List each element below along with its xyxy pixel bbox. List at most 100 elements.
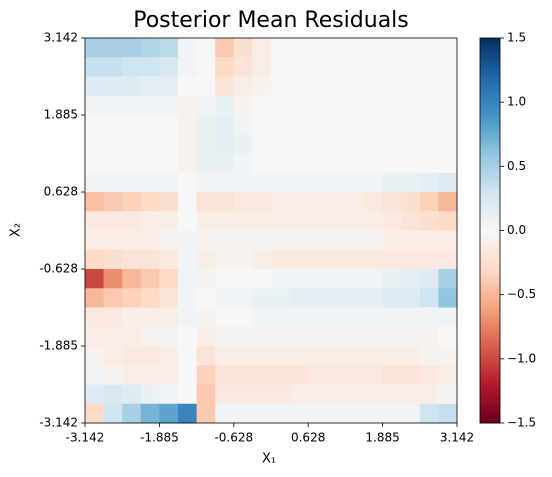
heatmap-cell: [326, 38, 346, 58]
heatmap-cell: [382, 249, 402, 270]
heatmap-cell: [178, 76, 198, 97]
heatmap-cell: [419, 211, 439, 231]
colorbar-segment: [480, 365, 500, 369]
y-axis-label: X₂: [9, 223, 24, 237]
heatmap-cell: [159, 115, 179, 135]
heatmap-cell: [122, 95, 142, 116]
heatmap-cell: [308, 57, 328, 77]
heatmap-cell: [215, 288, 235, 308]
heatmap-cell: [103, 95, 123, 116]
heatmap-cell: [215, 172, 235, 193]
colorbar-segment: [480, 256, 500, 260]
heatmap-cell: [159, 403, 179, 424]
x-tick-label: -0.628: [214, 431, 253, 445]
heatmap-cell: [345, 365, 365, 385]
colorbar-segment: [480, 156, 500, 161]
heatmap-cell: [419, 288, 439, 308]
colorbar-segment: [480, 288, 500, 292]
heatmap-cell: [438, 38, 458, 58]
heatmap-cell: [419, 269, 439, 289]
heatmap-cell: [289, 365, 309, 385]
heatmap-cell: [308, 95, 328, 116]
colorbar-segment: [480, 374, 500, 379]
colorbar-segment: [480, 294, 500, 299]
heatmap-cell: [345, 346, 365, 366]
colorbar-segment: [480, 134, 500, 138]
colorbar-segment: [480, 57, 500, 61]
colorbar-segment: [480, 333, 500, 337]
heatmap-cell: [252, 346, 272, 366]
heatmap-cell: [196, 153, 216, 174]
heatmap-cell: [326, 153, 346, 174]
heatmap-cell: [140, 57, 160, 77]
colorbar-segment: [480, 259, 500, 263]
heatmap-cell: [85, 307, 105, 328]
heatmap-cell: [122, 307, 142, 328]
heatmap-cell: [122, 326, 142, 347]
heatmap-cell: [308, 249, 328, 270]
heatmap-cell: [178, 115, 198, 135]
heatmap-cell: [103, 230, 123, 251]
colorbar-segment: [480, 285, 500, 289]
heatmap-cell: [140, 326, 160, 347]
colorbar-segment: [480, 252, 500, 257]
heatmap-cell: [382, 95, 402, 116]
heatmap-cell: [345, 269, 365, 289]
heatmap-cell: [419, 249, 439, 270]
heatmap-cell: [122, 384, 142, 405]
heatmap-cell: [364, 384, 384, 405]
heatmap-cell: [178, 172, 198, 193]
y-tick-label: -0.628: [39, 261, 78, 275]
heatmap-cell: [289, 326, 309, 347]
colorbar-segment: [480, 82, 500, 87]
heatmap-cell: [215, 153, 235, 174]
heatmap-cell: [196, 172, 216, 193]
heatmap-cell: [159, 365, 179, 385]
colorbar-segment: [480, 179, 500, 183]
heatmap-cell: [401, 326, 421, 347]
colorbar-segment: [480, 89, 500, 93]
heatmap-cell: [364, 326, 384, 347]
heatmap-cell: [271, 172, 291, 193]
colorbar-segment: [480, 394, 500, 398]
colorbar-segment: [480, 153, 500, 158]
colorbar-segment: [480, 127, 500, 132]
heatmap-cell: [345, 307, 365, 328]
colorbar-segment: [480, 137, 500, 142]
heatmap-cell: [401, 192, 421, 212]
heatmap-cell: [382, 384, 402, 405]
heatmap-cell: [401, 269, 421, 289]
heatmap-cell: [382, 153, 402, 174]
colorbar-segment: [480, 108, 500, 113]
heatmap-cell: [103, 249, 123, 270]
heatmap-cell: [438, 134, 458, 154]
heatmap-cell: [103, 326, 123, 347]
colorbar-segment: [480, 86, 500, 90]
plot-frame: [84, 37, 458, 424]
heatmap-cell: [215, 269, 235, 289]
colorbar-segment: [480, 265, 500, 270]
colorbar-segment: [480, 60, 500, 65]
heatmap-cell: [289, 57, 309, 77]
heatmap-cell: [196, 57, 216, 77]
heatmap-cell: [289, 307, 309, 328]
colorbar-segment: [480, 403, 500, 408]
colorbar-segment: [480, 362, 500, 366]
heatmap-cell: [215, 403, 235, 424]
heatmap-cell: [401, 346, 421, 366]
colorbar-segment: [480, 92, 500, 97]
colorbar-segment: [480, 118, 500, 122]
heatmap-cell: [326, 288, 346, 308]
colorbar-segment: [480, 54, 500, 58]
heatmap-cell: [233, 76, 253, 97]
heatmap-cell: [438, 115, 458, 135]
heatmap-cell: [326, 249, 346, 270]
heatmap-cell: [252, 76, 272, 97]
heatmap-cell: [85, 134, 105, 154]
heatmap-cell: [122, 249, 142, 270]
heatmap-cell: [103, 211, 123, 231]
heatmap-cell: [382, 307, 402, 328]
heatmap-cell: [85, 211, 105, 231]
colorbar-segment: [480, 236, 500, 241]
heatmap-cell: [419, 76, 439, 97]
